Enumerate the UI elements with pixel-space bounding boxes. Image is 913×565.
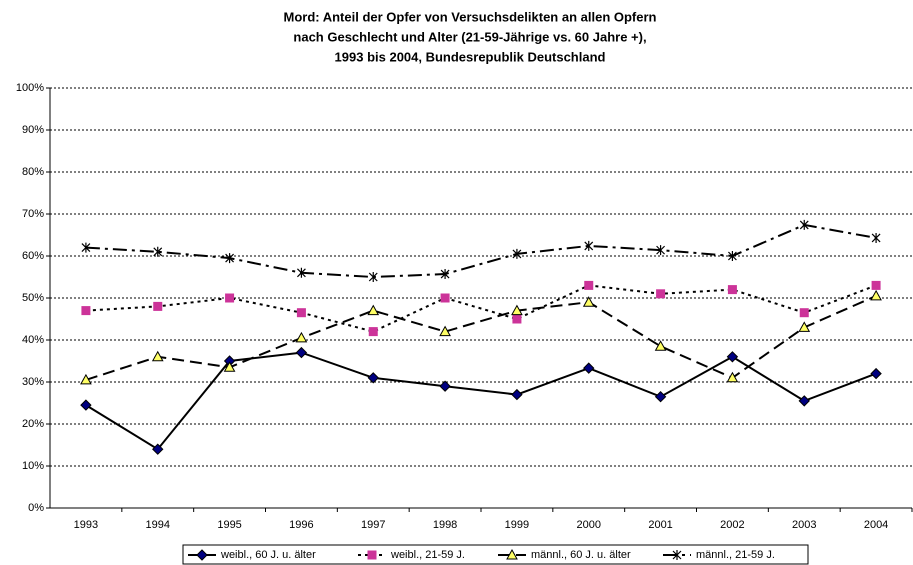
- series-line: [85, 294, 877, 381]
- marker: [582, 296, 595, 307]
- marker: [584, 280, 594, 290]
- marker: [727, 285, 737, 295]
- marker: [512, 248, 522, 259]
- legend-label: weibl., 60 J. u. älter: [220, 549, 316, 561]
- legend-label: männl., 60 J. u. älter: [531, 549, 631, 561]
- marker: [583, 362, 595, 374]
- marker: [367, 372, 379, 384]
- y-tick-label: 60%: [22, 250, 44, 262]
- marker: [799, 219, 809, 230]
- marker: [870, 367, 882, 380]
- y-tick-label: 20%: [22, 418, 44, 430]
- marker: [654, 390, 667, 403]
- marker: [871, 280, 881, 290]
- x-tick-label: 1997: [361, 519, 385, 531]
- chart-title: nach Geschlecht und Alter (21-59-Jährige…: [293, 29, 646, 44]
- marker: [81, 242, 91, 253]
- marker: [726, 371, 739, 383]
- marker: [151, 350, 164, 362]
- marker: [654, 340, 667, 351]
- marker: [368, 272, 378, 282]
- marker: [295, 346, 308, 359]
- y-tick-label: 100%: [16, 82, 44, 94]
- marker: [440, 293, 450, 303]
- legend-label: männl., 21-59 J.: [696, 549, 775, 561]
- legend-label: weibl., 21-59 J.: [390, 549, 465, 561]
- marker: [798, 321, 811, 332]
- x-tick-label: 1993: [74, 519, 98, 531]
- marker: [81, 306, 91, 316]
- x-tick-label: 2004: [864, 519, 888, 531]
- marker: [223, 361, 236, 372]
- marker: [798, 395, 810, 407]
- marker: [296, 308, 306, 318]
- marker: [225, 293, 235, 303]
- marker: [368, 327, 378, 337]
- marker: [367, 550, 377, 560]
- chart-title: 1993 bis 2004, Bundesrepublik Deutschlan…: [335, 49, 606, 64]
- x-tick-label: 1994: [146, 519, 170, 531]
- legend: weibl., 60 J. u. älter weibl., 21-59 J. mä…: [182, 544, 809, 565]
- marker: [153, 301, 163, 311]
- series-line: [85, 351, 877, 451]
- y-tick-label: 10%: [22, 460, 44, 472]
- marker: [672, 550, 682, 560]
- marker: [727, 251, 737, 261]
- marker: [440, 269, 450, 280]
- y-tick-label: 50%: [22, 292, 44, 304]
- y-tick-label: 90%: [22, 124, 44, 136]
- marker: [439, 380, 451, 392]
- marker: [196, 549, 208, 561]
- x-tick-label: 1995: [217, 519, 241, 531]
- marker: [584, 240, 594, 251]
- y-tick-label: 0%: [28, 502, 44, 514]
- x-tick-label: 1999: [505, 519, 529, 531]
- marker: [726, 351, 739, 363]
- marker: [512, 314, 522, 324]
- marker: [367, 304, 380, 316]
- series-line: [85, 284, 877, 333]
- marker: [225, 253, 235, 264]
- x-tick-label: 2002: [720, 519, 744, 531]
- x-tick-label: 2001: [648, 519, 672, 531]
- y-tick-label: 80%: [22, 166, 44, 178]
- marker: [296, 267, 306, 278]
- marker: [511, 304, 523, 316]
- y-tick-label: 70%: [22, 208, 44, 220]
- legend-box: [182, 544, 809, 565]
- series-line: [85, 223, 877, 279]
- marker: [656, 245, 666, 256]
- y-tick-label: 40%: [22, 334, 44, 346]
- marker: [870, 289, 882, 301]
- marker: [656, 289, 666, 299]
- x-tick-label: 2003: [792, 519, 816, 531]
- marker: [506, 548, 518, 560]
- marker: [295, 331, 308, 343]
- marker: [511, 388, 523, 401]
- marker: [80, 399, 92, 411]
- marker: [153, 246, 163, 257]
- y-tick-label: 30%: [22, 376, 44, 388]
- marker: [152, 443, 164, 455]
- chart-title: Mord: Anteil der Opfer von Versuchsdelik…: [284, 9, 657, 24]
- marker: [871, 232, 881, 243]
- x-tick-label: 1996: [289, 519, 313, 531]
- marker: [799, 308, 809, 318]
- marker: [439, 325, 451, 337]
- x-tick-label: 1998: [433, 519, 457, 531]
- marker: [80, 373, 92, 385]
- x-tick-label: 2000: [577, 519, 601, 531]
